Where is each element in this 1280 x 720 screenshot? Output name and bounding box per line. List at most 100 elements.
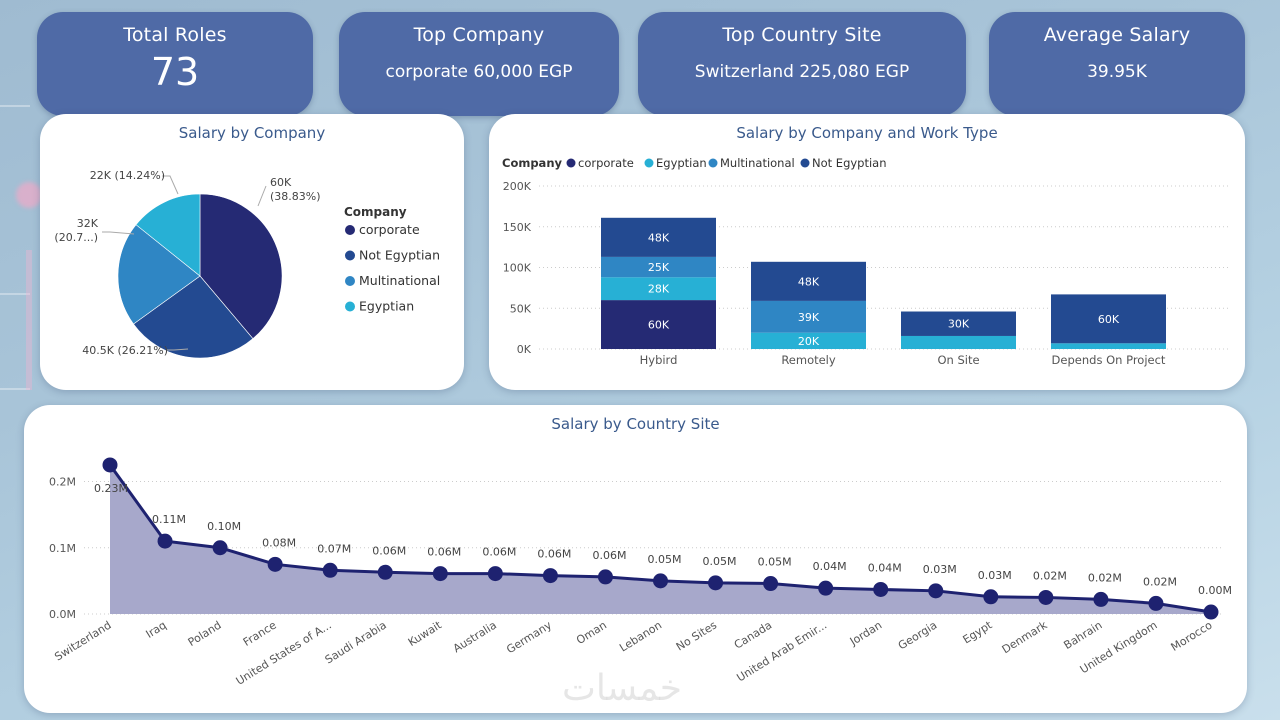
bar-segment-egyptian[interactable] [751,332,866,349]
data-point[interactable] [1148,595,1164,611]
data-point[interactable] [212,540,228,556]
legend-item[interactable]: Multinational [720,156,795,170]
kpi-card-top-country-site: Top Country Site Switzerland 225,080 EGP [638,12,966,116]
bar-segment-not-egyptian[interactable] [901,311,1016,336]
bar-segment-egyptian[interactable] [901,335,1016,349]
legend-item[interactable]: Egyptian [359,299,414,314]
point-data-label: 0.04M [813,560,847,573]
data-point[interactable] [1038,589,1054,605]
x-tick-label: Saudi Arabia [323,619,389,667]
y-tick-label: 0.1M [49,542,76,555]
stacked-bar-chart[interactable]: Company corporate Egyptian Multinational Not… [489,114,1245,390]
data-point[interactable] [1203,604,1219,620]
salary-by-company-card[interactable]: Salary by Company 60K (38.83%) 40.5K (26.2… [40,114,464,390]
point-data-label: 0.06M [592,549,626,562]
kpi-value: corporate 60,000 EGP [385,62,573,82]
legend-item[interactable]: Not Egyptian [812,156,887,170]
legend-marker-icon[interactable] [345,301,355,312]
x-tick-label: Morocco [1169,618,1215,654]
point-data-label: 0.02M [1143,575,1177,588]
x-tick-label: Egypt [961,618,995,646]
area-chart[interactable]: 0.0M 0.1M 0.2M 0.23M Switzerland 0.11M Iraq 0.1… [24,405,1247,713]
bar-data-label: 28K [648,283,670,296]
data-point[interactable] [928,583,944,599]
x-tick-label: France [241,618,279,649]
bar-data-label: 25K [648,261,670,274]
legend-marker-icon[interactable] [800,158,810,168]
watermark-logo: خمسات [562,668,683,709]
data-point[interactable] [487,566,503,582]
pie-data-label: 32K [77,217,99,230]
x-tick-label: Iraq [144,619,169,641]
pie-data-label: 22K (14.24%) [90,169,165,182]
chart-title: Salary by Company [178,124,326,142]
kpi-title: Average Salary [1043,24,1191,46]
legend-marker-icon[interactable] [708,158,718,168]
kpi-card-top-company: Top Company corporate 60,000 EGP [339,12,619,116]
legend-item[interactable]: Egyptian [656,156,707,170]
legend-item[interactable]: Multinational [359,273,440,288]
kpi-title: Top Company [413,24,545,46]
y-tick-label: 100K [503,262,532,275]
legend-item[interactable]: corporate [578,156,634,170]
bar-data-label: 30K [948,318,970,331]
x-tick-label: Jordan [847,619,884,649]
y-tick-label: 50K [510,302,532,315]
x-tick-label: Denmark [1000,618,1050,656]
pie-data-label: (20.7...) [54,231,98,244]
data-point[interactable] [267,556,283,572]
pie-slice-corporate[interactable] [199,193,283,340]
x-tick-label: On Site [937,353,979,367]
bar-data-label: 20K [798,335,820,348]
pie-leader-line [102,231,135,235]
data-point[interactable] [102,457,118,473]
data-point[interactable] [1093,591,1109,607]
data-point[interactable] [708,575,724,591]
legend-marker-icon[interactable] [345,225,355,235]
x-tick-label: Canada [732,619,774,652]
y-tick-label: 200K [503,180,532,193]
pie-slice-multinational[interactable] [117,224,201,325]
salary-by-company-work-type-card[interactable]: Salary by Company and Work Type Company c… [489,114,1245,390]
data-point[interactable] [377,564,393,580]
y-tick-label: 150K [503,221,532,234]
data-point[interactable] [432,566,448,582]
data-point[interactable] [653,573,668,589]
point-data-label: 0.06M [482,546,516,559]
legend-marker-icon[interactable] [566,158,576,168]
pie-leader-line [166,348,189,351]
data-point[interactable] [983,589,999,605]
data-point[interactable] [597,569,613,585]
legend-marker-icon[interactable] [345,250,355,261]
bar-segment-corporate[interactable] [601,300,716,349]
point-data-label: 0.04M [868,561,902,574]
bar-segment-not-egyptian[interactable] [601,217,716,257]
pie-slice-not-egyptian[interactable] [133,275,254,359]
bar-segment-multinational[interactable] [751,300,866,333]
x-tick-label: No Sites [674,618,720,653]
data-point[interactable] [763,576,779,592]
x-tick-label: Oman [574,619,609,648]
point-data-label: 0.05M [758,556,792,569]
bar-segment-egyptian[interactable] [601,277,716,301]
pie-chart[interactable]: 60K(38.83%) 40.5K (26.21%) 32K(20.7...) 22K… [40,114,464,390]
point-data-label: 0.03M [923,563,957,576]
legend-marker-icon[interactable] [345,276,355,286]
salary-by-country-site-card[interactable]: Salary by Country Site 0.0M 0.1M 0.2M 0.23M… [24,405,1247,713]
bar-segment-multinational[interactable] [601,256,716,278]
data-point[interactable] [542,568,558,584]
bar-segment-egyptian[interactable] [1051,343,1166,349]
bar-segment-not-egyptian[interactable] [751,261,866,301]
data-point[interactable] [157,533,173,549]
legend-item[interactable]: corporate [359,222,420,237]
data-point[interactable] [322,562,338,578]
legend-item[interactable]: Not Egyptian [359,248,440,263]
bar-segment-not-egyptian[interactable] [1051,294,1166,344]
y-tick-label: 0.2M [49,476,76,489]
data-point[interactable] [873,581,889,597]
pie-slice-egyptian[interactable] [135,193,201,277]
bar-data-label: 60K [1098,313,1120,326]
legend-marker-icon[interactable] [644,158,654,168]
pie-data-label: 40.5K (26.21%) [82,344,168,357]
data-point[interactable] [818,580,834,596]
